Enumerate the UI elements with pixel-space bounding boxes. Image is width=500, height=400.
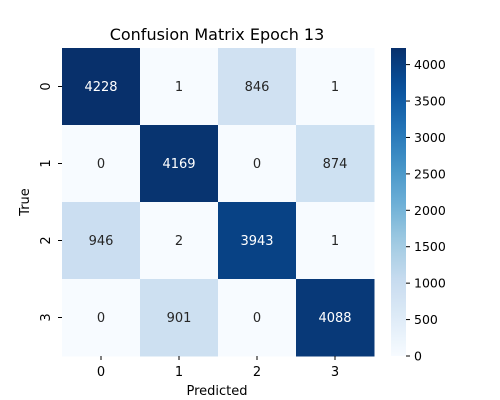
heatmap-cell-2-0 [62,202,141,280]
colorbar-tick-label-4: 2000 [414,203,446,218]
heatmap-cell-1-1 [140,125,219,203]
chart-title: Confusion Matrix Epoch 13 [110,25,325,44]
y-axis-label: True [18,188,33,217]
cell-value-2-0: 946 [89,234,114,249]
cell-value-3-1: 901 [167,311,192,326]
heatmap-cell-0-3 [296,48,375,126]
colorbar: 0 500 1000 1500 2000 2500 3000 3500 4000 [391,48,446,364]
heatmap-cell-2-1 [140,202,219,280]
heatmap-cell-0-2 [218,48,297,126]
cell-value-0-1: 1 [175,80,183,95]
x-tick-label-3: 3 [331,365,339,380]
heatmap-cell-2-2 [218,202,297,280]
cell-value-2-2: 3943 [240,234,273,249]
x-axis-label: Predicted [186,384,247,399]
y-tick-label-0: 0 [39,82,54,90]
colorbar-tick-label-2: 1000 [414,276,446,291]
colorbar-tick-label-3: 1500 [414,239,446,254]
cell-value-1-2: 0 [253,157,261,172]
cell-value-1-0: 0 [97,157,105,172]
colorbar-tick-label-1: 500 [414,312,438,327]
heatmap-cell-3-2 [218,279,297,357]
heatmap-cell-1-3 [296,125,375,203]
heatmap-cell-0-1 [140,48,219,126]
colorbar-tick-label-8: 4000 [414,57,446,72]
heatmap-cell-2-3 [296,202,375,280]
y-tick-label-3: 3 [39,313,54,321]
colorbar-tick-label-6: 3000 [414,130,446,145]
cell-value-3-0: 0 [97,311,105,326]
heatmap-cell-3-1 [140,279,219,357]
cell-value-2-1: 2 [175,234,183,249]
heatmap-cell-1-0 [62,125,141,203]
x-tick-label-1: 1 [175,365,183,380]
cell-value-2-3: 1 [331,234,339,249]
x-tick-label-0: 0 [97,365,105,380]
cell-value-0-3: 1 [331,80,339,95]
cell-value-1-1: 4169 [162,157,195,172]
colorbar-gradient [391,48,406,356]
colorbar-tick-label-5: 2500 [414,166,446,181]
heatmap-cells: 4228 1 846 1 0 4169 0 874 946 2 3943 1 0 901 0 4088 [62,48,375,357]
heatmap-cell-1-2 [218,125,297,203]
colorbar-tick-label-0: 0 [414,349,422,364]
y-tick-label-1: 1 [39,159,54,167]
cell-value-0-0: 4228 [84,80,117,95]
y-tick-label-2: 2 [39,236,54,244]
y-axis-ticks: 0 1 2 3 [39,82,62,322]
cell-value-1-3: 874 [323,157,348,172]
cell-value-0-2: 846 [245,80,270,95]
x-tick-label-2: 2 [253,365,261,380]
colorbar-tick-label-7: 3500 [414,94,446,109]
x-axis-ticks: 0 1 2 3 [97,356,339,380]
heatmap-cell-3-3 [296,279,375,357]
heatmap-cell-3-0 [62,279,141,357]
cell-value-3-3: 4088 [318,311,351,326]
cell-value-3-2: 0 [253,311,261,326]
heatmap-cell-0-0 [62,48,141,126]
